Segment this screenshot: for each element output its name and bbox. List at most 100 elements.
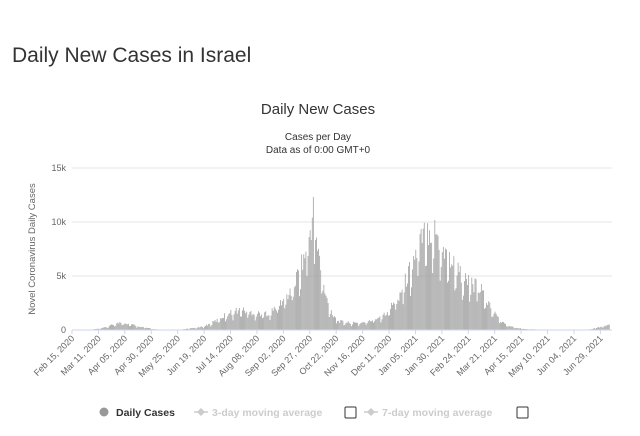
daily-cases-bar	[404, 273, 406, 330]
daily-cases-bar	[302, 269, 304, 330]
daily-cases-bar	[352, 324, 353, 330]
daily-cases-bar	[287, 299, 289, 330]
daily-cases-bar	[483, 290, 484, 330]
daily-cases-bar	[275, 310, 277, 330]
daily-cases-bar	[113, 324, 114, 330]
daily-cases-bar	[329, 314, 331, 330]
daily-cases-bar	[386, 312, 388, 330]
daily-cases-bar	[326, 298, 328, 330]
daily-cases-bar	[219, 318, 221, 330]
daily-cases-bar	[492, 316, 494, 330]
daily-cases-bar	[412, 269, 414, 330]
daily-cases-bar	[234, 310, 236, 330]
daily-cases-bar	[592, 328, 594, 330]
daily-cases-bar	[348, 322, 350, 330]
daily-cases-bar	[451, 264, 453, 330]
chart-subtitle-line-2: Data as of 0:00 GMT+0	[266, 145, 371, 156]
daily-cases-bar	[97, 328, 99, 330]
daily-cases-bar	[144, 328, 146, 330]
daily-cases-bar	[443, 258, 445, 330]
daily-cases-bar	[120, 323, 122, 330]
daily-cases-bar	[106, 328, 108, 330]
daily-cases-bar	[497, 317, 499, 330]
daily-cases-bar	[150, 328, 151, 330]
legend: Daily Cases 3-day moving average 7-day m…	[99, 406, 529, 419]
legend-item-3-day-average[interactable]: 3-day moving average	[194, 407, 322, 419]
daily-cases-bar	[445, 248, 446, 330]
daily-cases-bar	[478, 293, 480, 330]
daily-cases-bar	[244, 310, 245, 330]
daily-cases-bar	[399, 292, 401, 330]
daily-cases-bar	[359, 324, 361, 330]
daily-cases-bar	[245, 313, 247, 330]
daily-cases-bar	[508, 326, 510, 330]
daily-cases-bar	[599, 327, 601, 330]
daily-cases-bar	[124, 323, 126, 330]
daily-cases-bar	[397, 299, 399, 330]
daily-cases-bar	[312, 196, 314, 330]
daily-cases-bar	[186, 328, 187, 330]
daily-cases-bar	[104, 327, 106, 330]
daily-cases-bar	[435, 234, 437, 330]
daily-cases-bar	[298, 270, 299, 330]
7-day-average-checkbox[interactable]	[516, 406, 529, 419]
daily-cases-bar	[459, 266, 461, 330]
daily-cases-bar	[105, 327, 107, 330]
daily-cases-bar	[465, 273, 466, 330]
daily-cases-bar	[431, 242, 433, 330]
daily-cases-bar	[269, 320, 271, 330]
legend-item-7-day-average[interactable]: 7-day moving average	[364, 407, 492, 419]
3-day-average-checkbox[interactable]	[344, 406, 357, 419]
daily-cases-bar	[429, 230, 430, 330]
daily-cases-bar	[515, 327, 517, 330]
daily-cases-bar	[374, 321, 375, 330]
daily-cases-bar	[438, 249, 440, 330]
daily-cases-bar	[353, 321, 354, 330]
daily-cases-bar	[414, 259, 416, 330]
daily-cases-bar	[448, 280, 449, 330]
daily-cases-bar	[317, 250, 318, 330]
daily-cases-bar	[336, 323, 337, 330]
legend-item-daily-cases[interactable]: Daily Cases	[99, 407, 176, 419]
daily-cases-bar	[384, 315, 386, 330]
daily-cases-bar	[122, 324, 124, 330]
daily-cases-bar	[241, 316, 242, 330]
daily-cases-bar	[380, 322, 382, 330]
daily-cases-bar	[185, 328, 186, 330]
daily-cases-bar	[511, 326, 513, 330]
daily-cases-bar	[491, 316, 493, 330]
daily-cases-bar	[252, 313, 254, 330]
daily-cases-bar	[306, 275, 308, 330]
daily-cases-bar	[604, 325, 606, 330]
daily-cases-bar	[240, 316, 241, 330]
diamond-marker-icon	[197, 408, 205, 416]
daily-cases-bar	[469, 301, 471, 330]
daily-cases-bar	[456, 275, 458, 330]
daily-cases-bar	[357, 323, 359, 330]
daily-cases-bar	[192, 328, 194, 330]
daily-cases-bar	[507, 326, 509, 330]
daily-cases-bar	[389, 315, 390, 330]
daily-cases-bar	[494, 311, 496, 330]
page-heading: Daily New Cases in Israel	[12, 44, 252, 67]
daily-cases-bar	[368, 320, 370, 330]
daily-cases-bar	[376, 319, 378, 330]
daily-cases-bar	[114, 326, 116, 330]
daily-cases-bar	[381, 319, 383, 330]
daily-cases-bar	[452, 265, 454, 330]
daily-cases-bar	[218, 322, 220, 330]
daily-cases-bar	[265, 311, 267, 330]
daily-cases-bar	[288, 294, 290, 330]
daily-cases-bar	[495, 313, 497, 330]
daily-cases-bar	[143, 328, 145, 330]
daily-cases-bar	[364, 322, 366, 330]
daily-cases-bar	[512, 326, 514, 330]
daily-cases-bar	[319, 255, 321, 330]
daily-cases-bar	[436, 234, 438, 330]
daily-cases-bar	[259, 312, 260, 330]
daily-cases-bar	[274, 308, 276, 330]
daily-cases-bar	[400, 292, 402, 330]
daily-cases-bar	[283, 298, 285, 330]
daily-cases-bar	[402, 304, 404, 330]
